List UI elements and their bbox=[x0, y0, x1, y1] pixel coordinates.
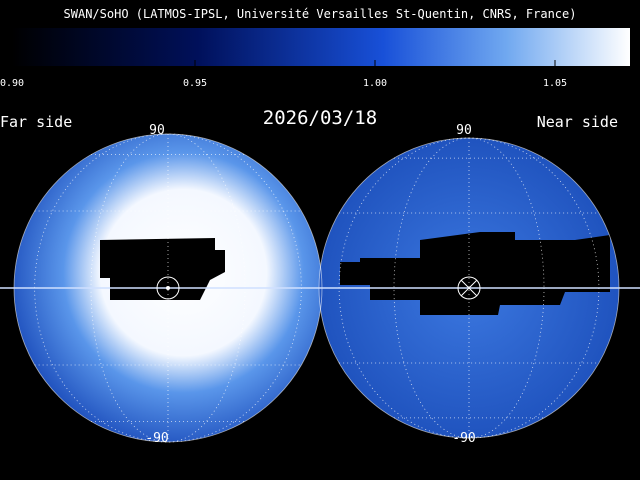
mask bbox=[100, 238, 225, 300]
mask bbox=[340, 232, 610, 315]
colorbar bbox=[12, 28, 630, 66]
far-side-label: Far side bbox=[0, 113, 72, 131]
sun-marker-dot bbox=[166, 286, 170, 290]
title: SWAN/SoHO (LATMOS-IPSL, Université Versa… bbox=[64, 7, 577, 21]
colorbar-tick-label: 1.05 bbox=[543, 78, 567, 89]
colorbar-tick-label: 1.00 bbox=[363, 78, 387, 89]
antisun-marker-x bbox=[460, 279, 478, 297]
far-bottom-label: -90 bbox=[145, 431, 168, 446]
sun-marker bbox=[156, 276, 180, 300]
date: 2026/03/18 bbox=[263, 107, 377, 129]
near-top-label: 90 bbox=[456, 123, 472, 138]
colorbar-tick-label: 0.90 bbox=[0, 78, 24, 89]
antisun-marker bbox=[457, 276, 481, 300]
far-top-label: 90 bbox=[149, 123, 165, 138]
near-bottom-label: -90 bbox=[452, 431, 475, 446]
colorbar-tick-label: 0.95 bbox=[183, 78, 207, 89]
colorbar-ticks: 0.90 0.95 1.00 1.05 bbox=[0, 60, 567, 89]
near-side-label: Near side bbox=[537, 113, 618, 131]
